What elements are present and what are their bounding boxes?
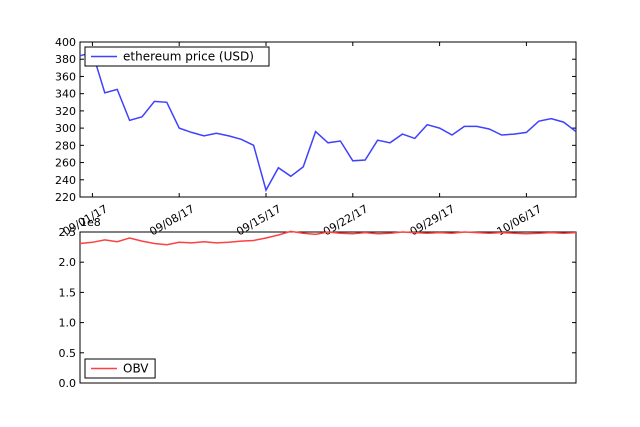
y-tick-label: 300 (55, 122, 76, 135)
y-tick-label: 2.5 (59, 226, 77, 239)
offset-text: 1e8 (80, 216, 101, 229)
y-tick-label: 260 (55, 157, 76, 170)
x-tick-label: 09/15/17 (234, 202, 283, 238)
y-tick-label: 340 (55, 88, 76, 101)
x-tick-label: 09/08/17 (147, 202, 196, 238)
legend-box (84, 358, 156, 379)
legend-label: OBV (123, 362, 149, 376)
y-tick-label: 2.0 (59, 256, 77, 269)
data-line (79, 51, 577, 193)
y-tick-label: 1.0 (59, 317, 77, 330)
y-tick-label: 1.5 (59, 286, 77, 299)
y-tick-label: 400 (55, 36, 76, 49)
legend-box (84, 46, 270, 67)
plot-frame (79, 41, 577, 198)
data-line (79, 230, 577, 246)
y-tick-label: 220 (55, 191, 76, 204)
y-tick-label: 0.0 (59, 377, 77, 390)
legend-label: ethereum price (USD) (123, 50, 254, 64)
y-tick-label: 280 (55, 139, 76, 152)
y-tick-label: 380 (55, 53, 76, 66)
y-tick-label: 240 (55, 174, 76, 187)
y-tick-label: 360 (55, 70, 76, 83)
y-tick-label: 0.5 (59, 347, 77, 360)
y-tick-label: 320 (55, 105, 76, 118)
